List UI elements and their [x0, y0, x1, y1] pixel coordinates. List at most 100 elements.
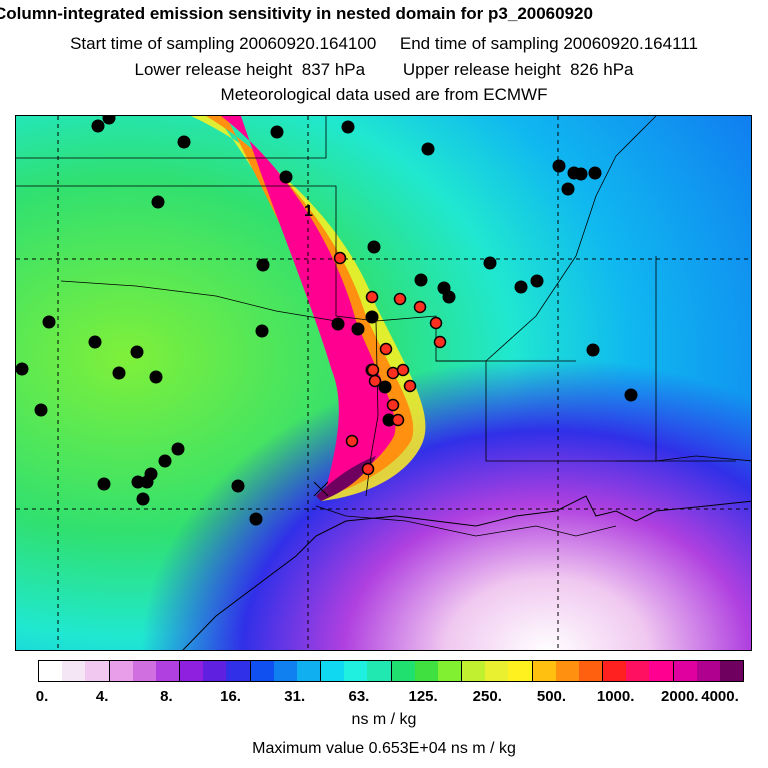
observation-point: [351, 322, 365, 336]
legend-swatch: [719, 661, 744, 681]
legend-tick-label: 125.: [408, 688, 438, 705]
observation-point: [382, 413, 396, 427]
observation-point: [231, 479, 245, 493]
legend-tick-label: 250.: [472, 688, 502, 705]
legend-swatch: [180, 661, 204, 681]
legend-units: ns m / kg: [351, 711, 417, 728]
legend-swatch: [39, 661, 63, 681]
observation-point: [171, 442, 185, 456]
graticule: [16, 116, 751, 650]
observation-point: [331, 317, 345, 331]
release-points: [333, 251, 447, 476]
figure-title: Column-integrated emission sensitivity i…: [0, 4, 593, 23]
observation-point: [367, 240, 381, 254]
observation-point: [421, 142, 435, 156]
observation-point: [270, 125, 284, 139]
legend-swatch: [508, 661, 533, 681]
release-point: [366, 363, 380, 377]
observation-point: [140, 475, 154, 489]
observation-point: [102, 116, 116, 125]
release-point: [413, 300, 427, 314]
observation-point: [365, 310, 379, 324]
observation-point: [149, 370, 163, 384]
legend-swatch: [414, 661, 438, 681]
observation-point: [588, 166, 602, 180]
observation-point: [130, 345, 144, 359]
release-point: [345, 434, 359, 448]
release-point: [396, 363, 410, 377]
observation-point: [442, 290, 456, 304]
legend-swatch: [344, 661, 368, 681]
legend-tick-label: 1000.: [596, 688, 635, 705]
observation-point: [378, 380, 392, 394]
observation-point: [514, 280, 528, 294]
legend-swatch: [603, 661, 627, 681]
plume-marker-label: 1: [304, 203, 313, 220]
release-point: [333, 251, 347, 265]
legend-tick-label: 2000.: [661, 688, 699, 705]
sampling-times: Start time of sampling 20060920.164100 E…: [70, 34, 698, 53]
observation-point: [88, 335, 102, 349]
observation-point: [16, 362, 29, 376]
observation-point: [256, 258, 270, 272]
observation-point: [279, 170, 293, 184]
legend-swatch: [437, 661, 463, 681]
observation-point: [42, 315, 56, 329]
legend-swatch: [273, 661, 297, 681]
observation-point: [131, 475, 145, 489]
release-point: [429, 316, 443, 330]
legend-swatch: [485, 661, 509, 681]
legend-tick-label: 500.: [536, 688, 567, 705]
legend-tick-label: 8.: [160, 688, 173, 705]
observation-point: [552, 159, 566, 173]
legend-swatch: [555, 661, 579, 681]
observation-point: [151, 195, 165, 209]
legend-swatch: [673, 661, 697, 681]
observation-point: [177, 135, 191, 149]
observation-point: [249, 512, 263, 526]
plume-tip: [316, 456, 376, 501]
release-point: [393, 292, 407, 306]
coastline: [182, 495, 751, 650]
legend-tick-label: 31.: [284, 688, 306, 705]
observation-point: [97, 477, 111, 491]
legend-tick-label: 0.: [35, 688, 49, 705]
plume-core: [221, 116, 396, 496]
observation-point: [91, 119, 105, 133]
observation-point: [483, 256, 497, 270]
release-site-marker: [313, 481, 329, 497]
observation-point: [586, 343, 600, 357]
sensitivity-map: 1: [15, 115, 752, 651]
legend-swatch: [62, 661, 86, 681]
observation-point: [414, 273, 428, 287]
observation-point: [136, 492, 150, 506]
release-point: [365, 290, 379, 304]
legend-tick-label: 4000.: [701, 688, 739, 705]
legend-swatch: [85, 661, 110, 681]
legend-tick-label: 63.: [348, 688, 370, 705]
legend-swatch: [462, 661, 486, 681]
release-point: [368, 374, 382, 388]
legend-swatch: [226, 661, 251, 681]
release-point: [391, 413, 405, 427]
color-legend: [38, 660, 744, 682]
release-point: [403, 379, 417, 393]
legend-swatch: [132, 661, 156, 681]
observation-point: [158, 454, 172, 468]
observation-point: [341, 120, 355, 134]
legend-swatch: [296, 661, 322, 681]
observation-point: [574, 167, 588, 181]
legend-swatch: [696, 661, 720, 681]
release-point: [379, 342, 393, 356]
met-data-source: Meteorological data used are from ECMWF: [220, 85, 548, 104]
release-point: [361, 462, 375, 476]
legend-swatch: [578, 661, 604, 681]
legend-swatch: [649, 661, 674, 681]
release-heights: Lower release height 837 hPa Upper relea…: [134, 60, 634, 79]
observation-point: [112, 366, 126, 380]
release-point: [433, 335, 447, 349]
legend-swatch: [532, 661, 556, 681]
legend-swatch: [203, 661, 227, 681]
legend-swatch: [155, 661, 181, 681]
legend-swatch: [109, 661, 133, 681]
